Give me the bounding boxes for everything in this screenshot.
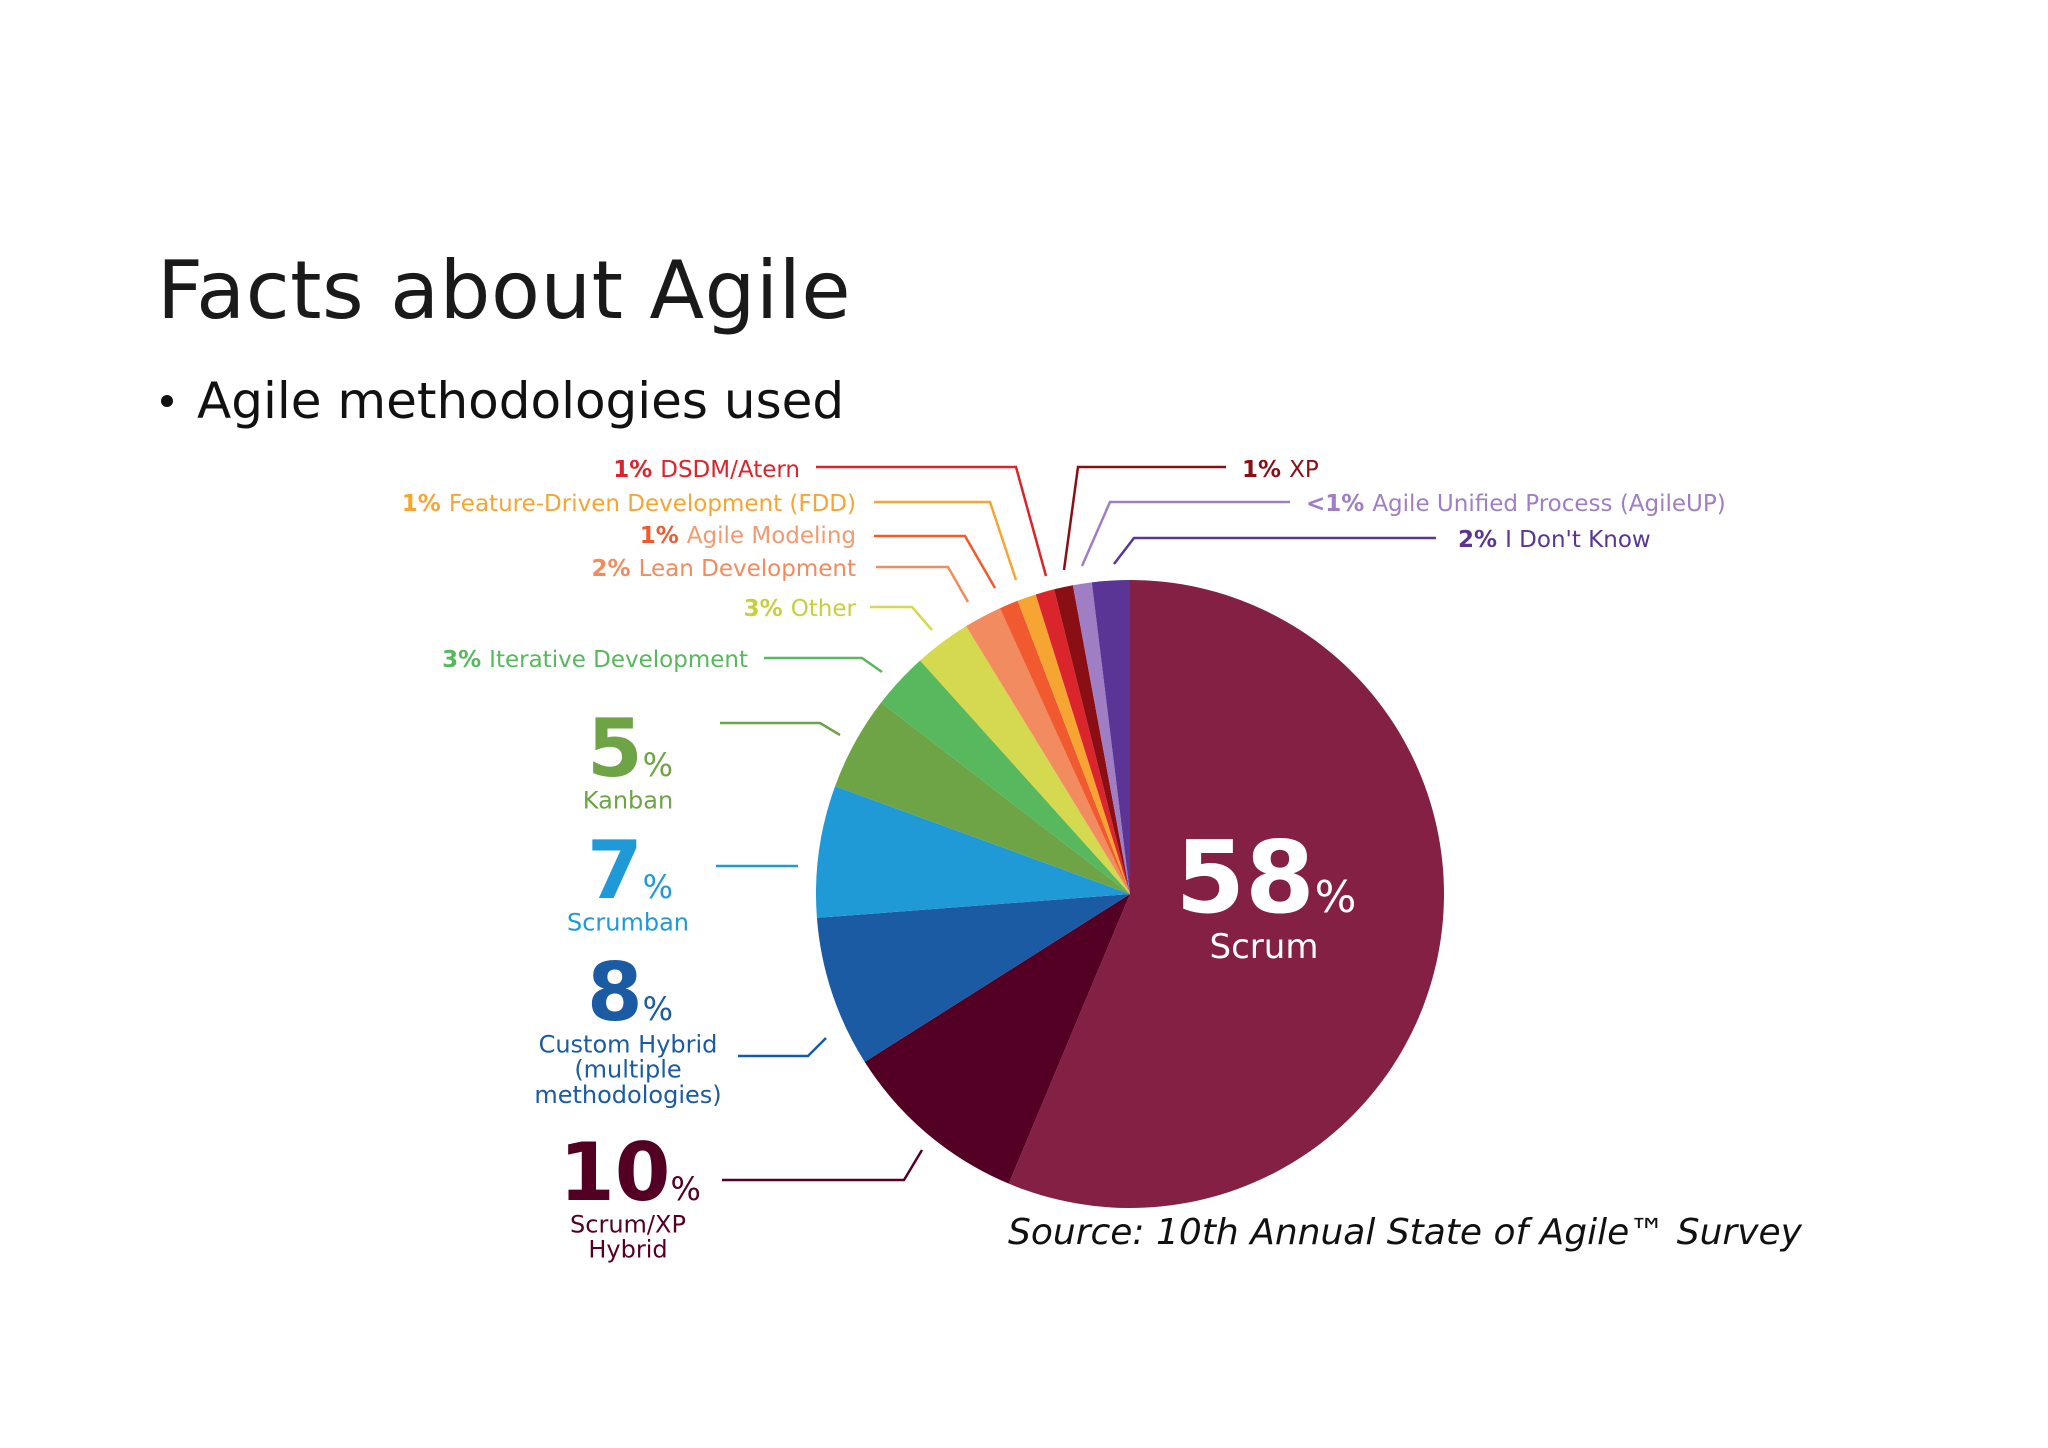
source-caption: Source: 10th Annual State of Agile™ Surv… — [1008, 1212, 1802, 1253]
leader-line-other — [870, 605, 933, 631]
label-agile-unified-process-agileup: <1% Agile Unified Process (AgileUP) — [1306, 491, 1726, 517]
leader-line-i-don-t-know — [1113, 536, 1436, 565]
leader-line-xp — [1062, 465, 1226, 571]
label-lean-development: 2% Lean Development — [592, 556, 856, 582]
label-xp: 1% XP — [1242, 457, 1319, 483]
label-value-scrum: 58% — [1176, 819, 1357, 936]
pie-slice-scrum — [1008, 580, 1444, 1208]
pie-slice-iterative-development — [881, 660, 1130, 894]
leader-line-custom-hybrid-multiple-methodologies — [738, 1037, 827, 1058]
pie-slice-other — [920, 626, 1130, 894]
leader-lines — [716, 465, 1436, 1182]
pie-slice-dsdm-atern — [1035, 589, 1130, 894]
pie-slice-custom-hybrid-multiple-methodologies — [816, 894, 1130, 1062]
label-agile-modeling: 1% Agile Modeling — [640, 523, 856, 549]
label-name-scrum-xp-hybrid: Scrum/XP — [570, 1210, 686, 1238]
leader-line-iterative-development — [764, 656, 883, 674]
label-name-custom-hybrid-multiple-methodologies-1: (multiple — [574, 1056, 681, 1084]
label-value-scrumban: 7% — [587, 824, 673, 917]
bullet-icon — [161, 395, 173, 407]
label-name-custom-hybrid-multiple-methodologies-2: methodologies) — [534, 1081, 721, 1109]
leader-line-kanban — [720, 721, 841, 737]
pie-slice-kanban — [835, 702, 1130, 894]
label-iterative-development: 3% Iterative Development — [442, 647, 748, 673]
label-other: 3% Other — [744, 596, 857, 622]
label-name-scrumban: Scrumban — [567, 908, 689, 936]
pie-slice-xp — [1054, 585, 1130, 894]
label-value-scrum-xp-hybrid: 10% — [559, 1126, 701, 1219]
leader-line-feature-driven-development-fdd — [874, 500, 1018, 581]
pie-slices — [815, 580, 1444, 1208]
label-feature-driven-development-fdd: 1% Feature-Driven Development (FDD) — [402, 491, 856, 517]
label-name-kanban: Kanban — [583, 786, 673, 814]
label-name-custom-hybrid-multiple-methodologies: Custom Hybrid — [539, 1030, 718, 1058]
pie-slice-i-don-t-know — [1091, 580, 1130, 894]
bullet-item: Agile methodologies used — [157, 372, 844, 430]
label-value-kanban: 5% — [587, 702, 673, 795]
label-name-scrum-xp-hybrid-1: Hybrid — [588, 1236, 667, 1264]
label-value-custom-hybrid-multiple-methodologies: 8% — [587, 946, 673, 1039]
leader-line-agile-modeling — [874, 534, 997, 589]
pie-slice-agile-unified-process-agileup — [1072, 582, 1130, 894]
pie-slice-scrum-xp-hybrid — [864, 894, 1130, 1184]
slide-title: Facts about Agile — [157, 244, 852, 337]
bullet-text: Agile methodologies used — [197, 372, 845, 430]
label-i-don-t-know: 2% I Don't Know — [1458, 527, 1651, 553]
leader-line-agile-unified-process-agileup — [1080, 500, 1290, 567]
leader-line-lean-development — [876, 565, 970, 603]
label-name-scrum: Scrum — [1210, 927, 1319, 967]
pie-slice-lean-development — [966, 608, 1130, 894]
pie-slice-agile-modeling — [999, 600, 1130, 894]
pie-slice-scrumban — [815, 786, 1130, 918]
label-dsdm-atern: 1% DSDM/Atern — [613, 457, 800, 483]
leader-line-dsdm-atern — [816, 465, 1048, 577]
pie-slice-feature-driven-development-fdd — [1017, 594, 1130, 894]
leader-line-scrum-xp-hybrid — [722, 1149, 924, 1182]
